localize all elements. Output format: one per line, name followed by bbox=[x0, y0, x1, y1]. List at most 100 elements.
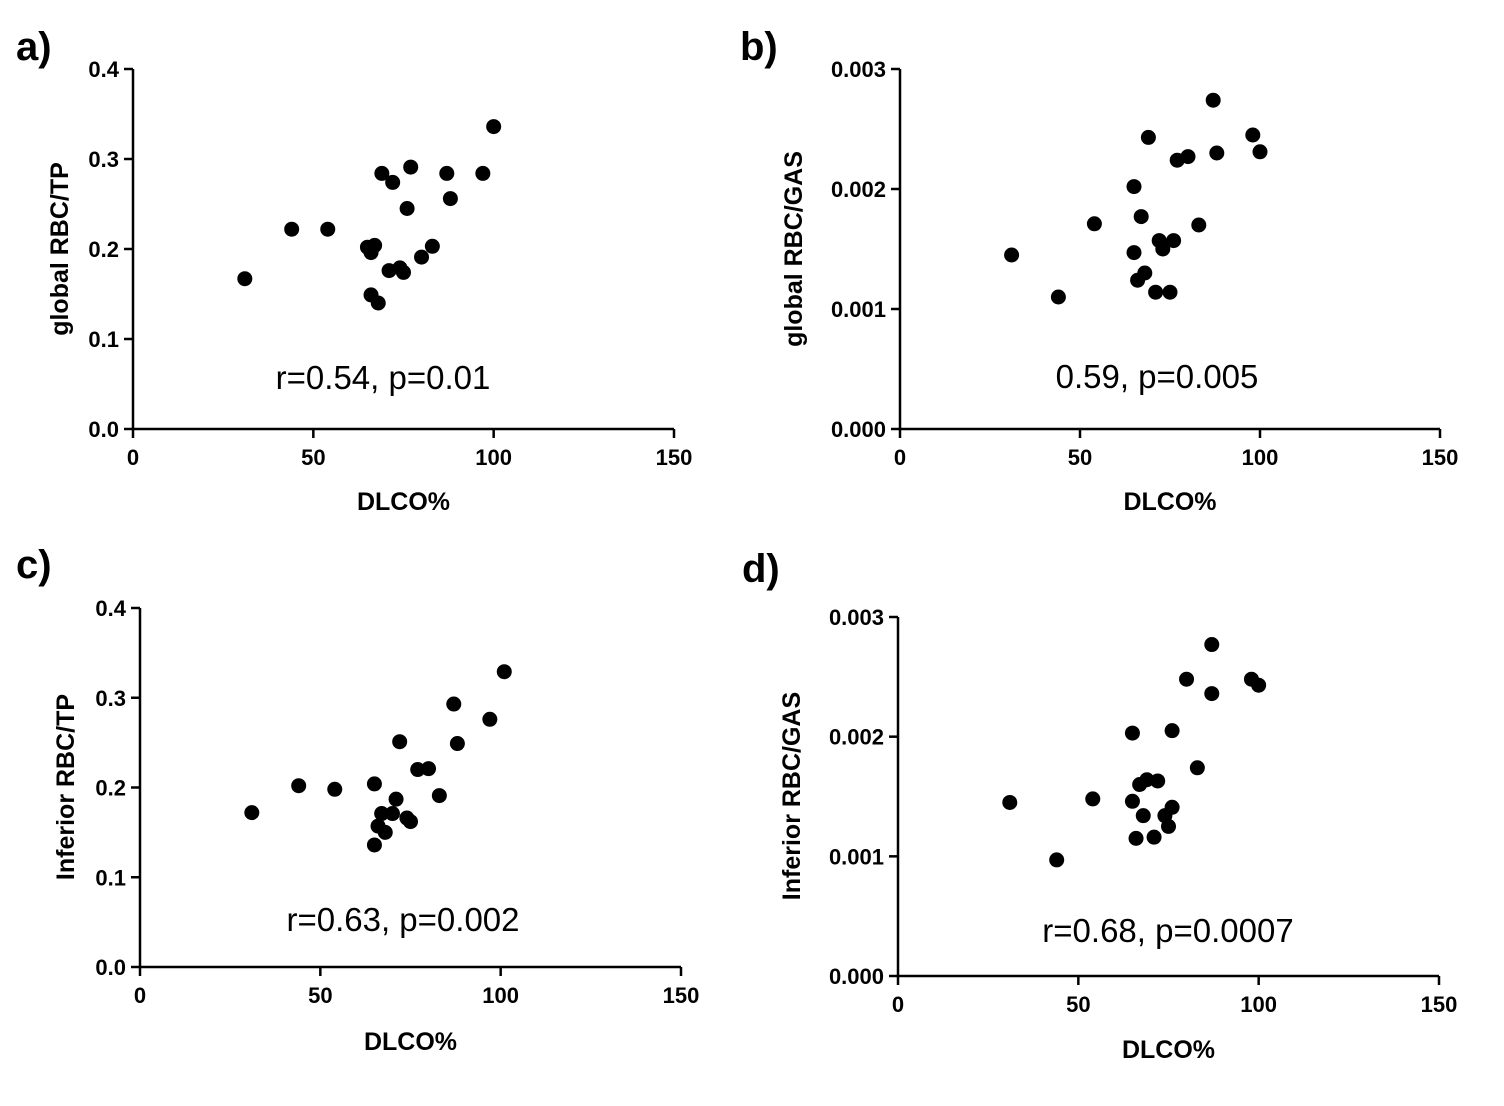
data-point bbox=[1128, 830, 1144, 846]
y-tick-label: 0.1 bbox=[88, 327, 119, 352]
data-point bbox=[284, 221, 300, 237]
x-tick-label: 100 bbox=[482, 983, 519, 1008]
correlation-annotation: r=0.68, p=0.0007 bbox=[1042, 912, 1293, 949]
y-tick-label: 0.4 bbox=[88, 57, 119, 82]
data-point bbox=[1126, 179, 1142, 195]
data-point bbox=[1146, 829, 1162, 845]
data-point bbox=[366, 837, 382, 853]
data-point bbox=[1161, 818, 1176, 834]
data-point bbox=[439, 165, 455, 181]
data-point bbox=[1191, 217, 1207, 233]
data-point bbox=[1251, 677, 1267, 693]
data-point bbox=[1189, 760, 1205, 776]
data-point bbox=[1252, 144, 1268, 160]
y-tick-label: 0.002 bbox=[829, 725, 884, 750]
data-point bbox=[1124, 725, 1140, 741]
data-point bbox=[1150, 773, 1166, 789]
panel-label: d) bbox=[742, 547, 780, 591]
data-point bbox=[1124, 793, 1140, 809]
data-point bbox=[385, 174, 401, 190]
data-point bbox=[403, 814, 418, 830]
data-point bbox=[421, 761, 437, 777]
y-tick-label: 0.003 bbox=[829, 605, 884, 630]
data-point bbox=[1205, 92, 1221, 108]
y-tick-label: 0.000 bbox=[829, 964, 884, 989]
data-point bbox=[366, 776, 382, 792]
x-tick-label: 150 bbox=[1422, 445, 1459, 470]
data-point bbox=[431, 788, 447, 804]
data-point bbox=[1148, 284, 1164, 300]
y-tick-label: 0.001 bbox=[831, 297, 886, 322]
y-tick-label: 0.003 bbox=[831, 57, 886, 82]
y-tick-label: 0.001 bbox=[829, 844, 884, 869]
y-tick-label: 0.3 bbox=[88, 147, 119, 172]
x-tick-label: 100 bbox=[1242, 445, 1279, 470]
x-axis-label: DLCO% bbox=[357, 488, 450, 516]
x-tick-label: 0 bbox=[894, 445, 906, 470]
panel-label: a) bbox=[16, 25, 52, 69]
y-axis-label: Inferior RBC/TP bbox=[52, 694, 80, 880]
x-tick-label: 150 bbox=[656, 445, 693, 470]
chart-panel-a: 0.0 0.1 0.2 0.3 0.4 0 50 100 150 DLCO% global RBC/… bbox=[16, 25, 692, 516]
data-point bbox=[1086, 216, 1102, 232]
data-point bbox=[374, 806, 390, 822]
data-point bbox=[374, 165, 390, 181]
y-tick-label: 0.3 bbox=[95, 686, 126, 711]
data-point bbox=[1164, 799, 1180, 815]
y-tick-label: 0.1 bbox=[95, 865, 126, 890]
data-point bbox=[1085, 791, 1101, 807]
y-axis-label: global RBC/GAS bbox=[780, 151, 808, 347]
data-point bbox=[442, 191, 458, 207]
correlation-annotation: 0.59, p=0.005 bbox=[1056, 358, 1259, 395]
x-tick-label: 0 bbox=[892, 992, 904, 1017]
data-point bbox=[384, 806, 400, 822]
data-point bbox=[1049, 852, 1065, 868]
data-point bbox=[244, 805, 260, 821]
data-point bbox=[237, 271, 253, 287]
x-axis-label: DLCO% bbox=[364, 1028, 457, 1056]
y-tick-label: 0.0 bbox=[88, 417, 119, 442]
data-point bbox=[1162, 284, 1178, 300]
x-tick-label: 50 bbox=[301, 445, 325, 470]
data-point bbox=[370, 295, 386, 311]
data-point bbox=[1155, 241, 1171, 257]
chart-panel-b: 0.000 0.001 0.002 0.003 0 50 100 150 DLCO% global… bbox=[740, 25, 1458, 516]
data-point bbox=[1204, 686, 1220, 702]
data-point bbox=[482, 711, 498, 727]
x-tick-label: 0 bbox=[127, 445, 139, 470]
data-point bbox=[1050, 289, 1066, 305]
data-point bbox=[291, 778, 307, 794]
data-point bbox=[1135, 808, 1151, 824]
data-point bbox=[1004, 247, 1020, 263]
data-point bbox=[1179, 671, 1195, 687]
data-point bbox=[396, 264, 411, 280]
panel-label: b) bbox=[740, 25, 778, 69]
data-point bbox=[449, 736, 465, 752]
data-point bbox=[377, 824, 393, 840]
data-point bbox=[392, 734, 408, 750]
y-tick-label: 0.000 bbox=[831, 417, 886, 442]
x-tick-label: 100 bbox=[1240, 992, 1277, 1017]
x-tick-label: 50 bbox=[1066, 992, 1090, 1017]
data-point bbox=[486, 119, 502, 135]
data-point bbox=[1180, 149, 1196, 165]
x-tick-label: 150 bbox=[1421, 992, 1458, 1017]
x-axis-label: DLCO% bbox=[1123, 488, 1216, 516]
y-tick-label: 0.2 bbox=[88, 237, 119, 262]
data-point bbox=[1137, 265, 1153, 281]
data-point bbox=[424, 238, 440, 254]
data-point bbox=[1126, 245, 1142, 261]
y-tick-label: 0.4 bbox=[95, 596, 126, 621]
data-point bbox=[1002, 794, 1018, 810]
x-tick-label: 150 bbox=[663, 983, 700, 1008]
panel-label: c) bbox=[16, 543, 52, 587]
x-tick-label: 50 bbox=[308, 983, 332, 1008]
x-axis-label: DLCO% bbox=[1122, 1036, 1215, 1064]
x-tick-label: 50 bbox=[1068, 445, 1092, 470]
y-tick-label: 0.0 bbox=[95, 955, 126, 980]
data-point bbox=[475, 165, 491, 181]
data-point bbox=[1204, 637, 1220, 653]
data-point bbox=[414, 249, 430, 265]
correlation-annotation: r=0.63, p=0.002 bbox=[286, 901, 519, 938]
data-point bbox=[403, 159, 419, 175]
